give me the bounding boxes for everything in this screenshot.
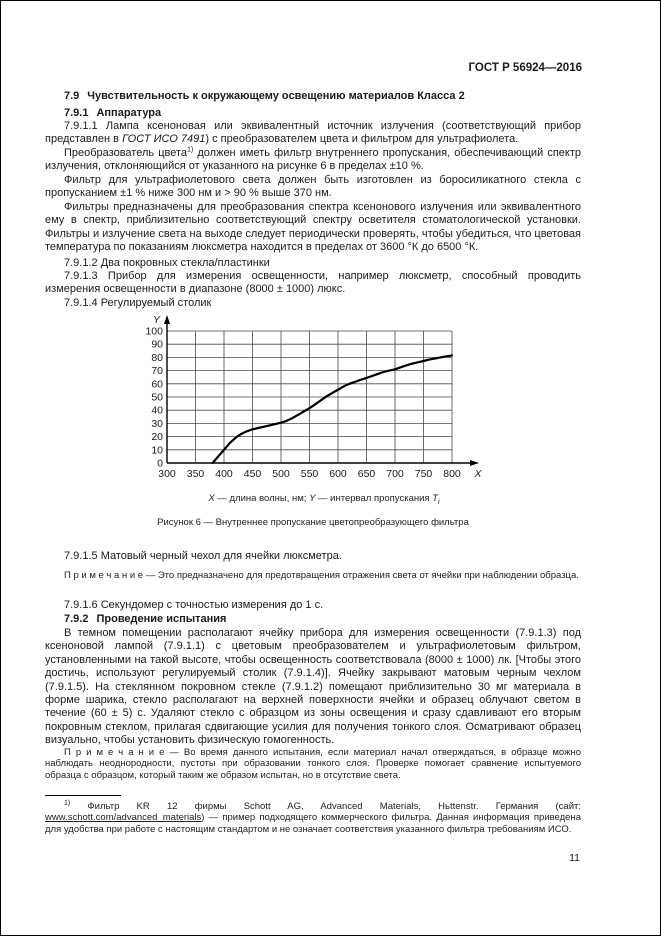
- paragraph-7-9-1-2: 7.9.1.2 Два покровных стекла/пластинки: [64, 257, 270, 269]
- paragraph-7-9-1-3: 7.9.1.3 Прибор для измерения освещенност…: [45, 270, 581, 296]
- section-title: Проведение испытания: [96, 613, 227, 625]
- svg-text:40: 40: [151, 405, 163, 417]
- footnote-text: Фильтр KR 12 фирмы Schott AG, Advanced M…: [70, 801, 581, 812]
- standard-reference: ГОСТ ИСО 7491: [122, 133, 206, 146]
- svg-text:10: 10: [151, 444, 163, 456]
- svg-text:90: 90: [151, 339, 163, 351]
- section-heading-7-9-1: 7.9.1 Аппаратура: [45, 107, 581, 119]
- footnote-marker: 1): [187, 146, 194, 154]
- footnote-url: www.schott.com/advanced_materials: [45, 812, 202, 824]
- svg-text:300: 300: [158, 468, 176, 480]
- y-axis-description: — интервал пропускания: [315, 493, 433, 504]
- paragraph-test-procedure: В темном помещении располагают ячейку пр…: [45, 627, 581, 747]
- svg-text:600: 600: [329, 468, 347, 480]
- svg-text:400: 400: [215, 468, 233, 480]
- svg-text:Y: Y: [153, 314, 161, 326]
- line-chart: 300 350 400 450 500 550 600 650 700 750 800 0 102030…: [145, 314, 482, 480]
- x-axis-letter: X: [208, 493, 215, 504]
- svg-text:50: 50: [151, 392, 163, 404]
- paragraph-7-9-1-6: 7.9.1.6 Секундомер с точностью измерения…: [64, 599, 324, 611]
- svg-text:0: 0: [157, 458, 163, 470]
- svg-text:20: 20: [151, 431, 163, 443]
- svg-text:30: 30: [151, 418, 163, 430]
- svg-text:70: 70: [151, 365, 163, 377]
- figure-6-caption: Рисунок 6 — Внутреннее пропускание цвето…: [157, 517, 469, 528]
- paragraph-color-converter: Преобразователь цвета1) должен иметь фил…: [45, 146, 581, 174]
- transmission-symbol: T: [432, 493, 439, 504]
- section-title: Чувствительность к окружающему освещению…: [87, 90, 465, 102]
- section-heading-7-9: 7.9 Чувствительность к окружающему освеще…: [45, 90, 581, 102]
- paragraph-7-9-1-1: 7.9.1.1 Лампа ксеноновая или эквивалентн…: [45, 120, 581, 147]
- note-2: П р и м е ч а н и е — Во время данного и…: [45, 747, 581, 781]
- svg-text:X: X: [473, 468, 482, 480]
- transmission-subscript: i: [438, 498, 440, 506]
- svg-text:650: 650: [358, 468, 376, 480]
- paragraph-text: Преобразователь цвета: [64, 147, 188, 159]
- paragraph-uv-filter: Фильтр для ультрафиолетового света долже…: [45, 174, 581, 200]
- svg-text:80: 80: [151, 352, 163, 364]
- section-heading-7-9-2: 7.9.2 Проведение испытания: [45, 613, 581, 625]
- svg-text:350: 350: [187, 468, 205, 480]
- footnote-separator-rule: [45, 795, 121, 796]
- document-code-header: ГОСТ Р 56924—2016: [468, 62, 582, 74]
- section-title: Аппаратура: [96, 107, 162, 119]
- figure-axis-legend: X — длина волны, нм; Y — интервал пропус…: [139, 493, 509, 506]
- paragraph-text: ) с преобразователем цвета и фильтром дл…: [205, 133, 519, 146]
- section-number: 7.9: [64, 90, 80, 102]
- page-number: 11: [569, 852, 580, 864]
- svg-text:500: 500: [272, 468, 290, 480]
- svg-text:450: 450: [244, 468, 262, 480]
- paragraph-text: 7.9.1.1 Лампа ксеноновая или эквивалентн…: [45, 120, 581, 146]
- note-1: П р и м е ч а н и е — Это предназначено …: [64, 570, 579, 581]
- footnote-1: 1) Фильтр KR 12 фирмы Schott AG, Advance…: [45, 799, 581, 835]
- figure-6-transmission-chart: 300 350 400 450 500 550 600 650 700 750 800 0 10 20 30…: [139, 313, 509, 487]
- paragraph-filters-purpose: Фильтры предназначены для преобразования…: [45, 201, 581, 254]
- section-number: 7.9.1: [64, 107, 89, 119]
- footnote-marker: 1): [64, 799, 71, 807]
- y-axis-letter: Y: [309, 493, 316, 504]
- section-number: 7.9.2: [64, 613, 89, 625]
- paragraph-text: должен иметь фильтр внутреннего пропуска…: [45, 147, 581, 173]
- paragraph-7-9-1-4: 7.9.1.4 Регулируемый столик: [64, 297, 212, 309]
- svg-text:750: 750: [415, 468, 433, 480]
- svg-text:550: 550: [301, 468, 319, 480]
- svg-text:800: 800: [443, 468, 461, 480]
- svg-text:700: 700: [386, 468, 404, 480]
- footnote-text: ) — пример подходящего коммерческого фил…: [45, 812, 581, 835]
- svg-text:100: 100: [145, 326, 163, 338]
- svg-text:60: 60: [151, 378, 163, 390]
- paragraph-7-9-1-5: 7.9.1.5 Матовый черный чехол для ячейки …: [64, 550, 342, 562]
- x-axis-description: — длина волны, нм;: [214, 493, 310, 504]
